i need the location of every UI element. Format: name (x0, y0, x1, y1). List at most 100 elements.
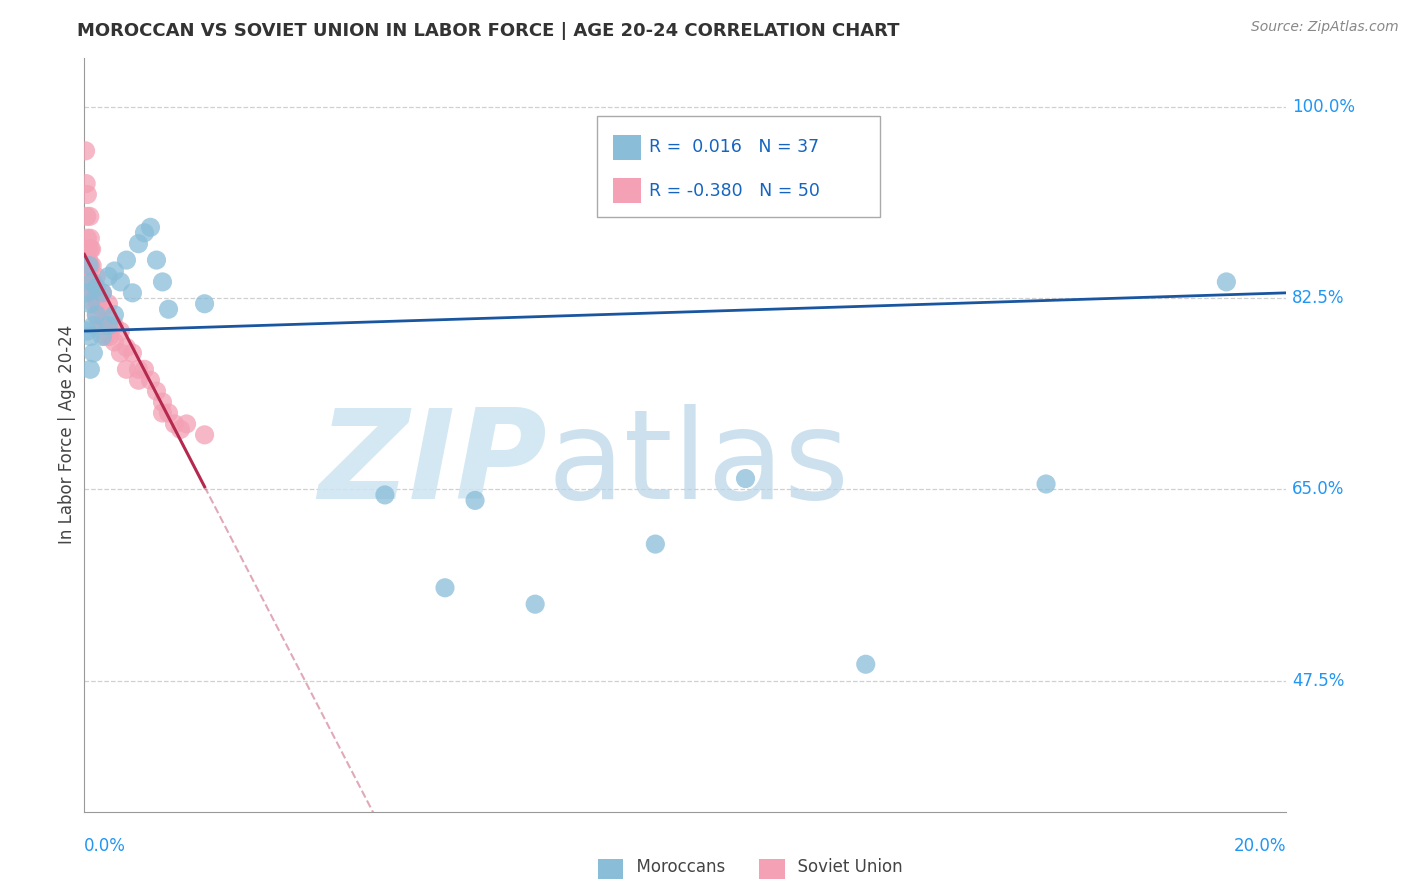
Text: 82.5%: 82.5% (1292, 289, 1344, 308)
Point (152, 406, 174, 420)
Point (91, 285, 114, 300)
Point (194, 428, 217, 442)
Point (103, 334, 125, 349)
Point (855, 657, 877, 672)
Point (75, 144, 97, 158)
Text: R = -0.380   N = 50: R = -0.380 N = 50 (650, 182, 820, 200)
Text: Soviet Union: Soviet Union (787, 858, 903, 876)
Text: 20.0%: 20.0% (1234, 837, 1286, 855)
Point (84, 285, 107, 300)
Point (86, 280, 108, 294)
Point (176, 417, 198, 431)
Point (121, 285, 143, 300)
Point (103, 308, 125, 322)
Point (127, 236, 149, 251)
Point (464, 493, 486, 508)
Point (134, 362, 156, 376)
Text: 65.0%: 65.0% (1292, 481, 1344, 499)
Point (86, 308, 108, 322)
Point (79, 242, 101, 256)
Point (139, 373, 162, 387)
Point (97, 269, 120, 284)
Point (76, 210, 98, 224)
Point (82, 346, 104, 360)
Point (644, 537, 666, 551)
Point (76, 285, 98, 300)
Point (157, 406, 180, 420)
Point (86, 291, 108, 305)
Point (86, 269, 108, 284)
Point (75, 177, 97, 191)
Point (79, 362, 101, 376)
Point (145, 253, 167, 268)
Point (82, 318, 104, 333)
Text: Source: ZipAtlas.com: Source: ZipAtlas.com (1251, 20, 1399, 34)
Text: atlas: atlas (547, 404, 849, 525)
Point (157, 302, 180, 317)
Point (115, 253, 138, 268)
Point (77, 264, 100, 278)
Point (79, 297, 101, 311)
Point (82, 259, 104, 273)
Point (139, 220, 162, 235)
Point (1215, 275, 1237, 289)
Point (86, 297, 108, 311)
Point (82, 285, 104, 300)
Point (374, 488, 396, 502)
Text: ZIP: ZIP (318, 404, 547, 525)
Point (98, 329, 121, 343)
Point (97, 313, 120, 327)
Point (169, 422, 191, 436)
Point (76, 187, 98, 202)
Point (80, 242, 103, 256)
Point (524, 597, 547, 611)
Point (1035, 477, 1057, 491)
Point (86, 308, 108, 322)
Point (77, 259, 100, 273)
Point (89, 318, 111, 333)
Point (434, 581, 457, 595)
Point (79, 329, 101, 343)
Point (115, 362, 138, 376)
Text: 47.5%: 47.5% (1292, 672, 1344, 690)
Point (80, 275, 103, 289)
Point (82, 275, 104, 289)
Point (103, 318, 125, 333)
Point (110, 346, 132, 360)
Point (91, 329, 114, 343)
Text: MOROCCAN VS SOVIET UNION IN LABOR FORCE | AGE 20-24 CORRELATION CHART: MOROCCAN VS SOVIET UNION IN LABOR FORCE … (77, 22, 900, 40)
Point (675, 133, 697, 147)
Y-axis label: In Labor Force | Age 20-24: In Labor Force | Age 20-24 (58, 326, 76, 544)
Point (77, 253, 100, 268)
Point (76, 231, 98, 245)
Point (127, 373, 149, 387)
Point (152, 395, 174, 409)
Text: 0.0%: 0.0% (84, 837, 127, 855)
Point (145, 384, 167, 399)
Point (103, 264, 125, 278)
Point (76, 324, 98, 338)
Point (79, 275, 101, 289)
Point (79, 231, 101, 245)
Point (110, 324, 132, 338)
Text: Moroccans: Moroccans (626, 858, 725, 876)
Point (83, 297, 105, 311)
Text: 100.0%: 100.0% (1292, 98, 1355, 116)
Point (127, 362, 149, 376)
Text: R =  0.016   N = 37: R = 0.016 N = 37 (650, 138, 820, 156)
Point (152, 275, 174, 289)
Point (734, 471, 756, 485)
Point (91, 285, 114, 300)
Point (163, 417, 186, 431)
Point (94, 329, 117, 343)
Point (110, 275, 132, 289)
Point (115, 341, 138, 355)
Point (134, 226, 156, 240)
Point (121, 346, 143, 360)
Point (194, 297, 217, 311)
Point (93, 318, 115, 333)
Point (97, 297, 120, 311)
Point (77, 242, 100, 256)
Point (79, 210, 101, 224)
Point (79, 259, 101, 273)
